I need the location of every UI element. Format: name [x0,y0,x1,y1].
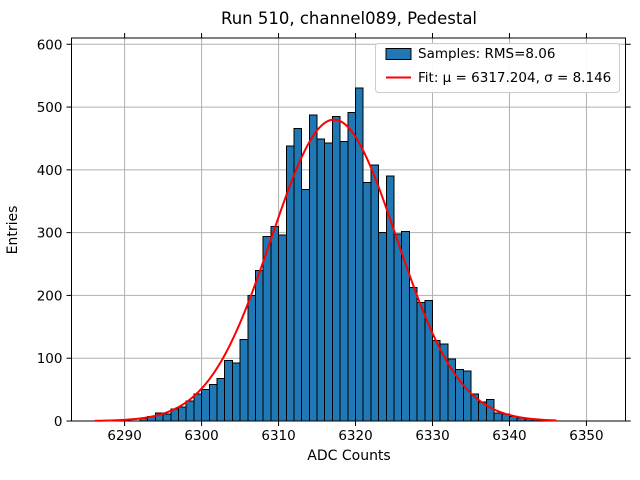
histogram-bar [201,389,210,422]
y-tick-label: 400 [37,163,63,179]
histogram-bar [308,114,318,422]
histogram-bar [216,377,226,422]
histogram-bar [493,412,503,422]
y-tick-label: 500 [37,100,63,116]
histogram-bar [239,338,249,422]
histogram-bar [485,399,495,422]
histogram-bar [262,235,272,422]
histogram-bar [393,233,403,422]
histogram-bar [331,115,341,422]
histogram-bar [462,370,472,422]
histogram-bar [247,294,256,422]
histogram-bar [362,181,372,422]
x-tick-label: 6300 [184,428,218,444]
histogram-bar [431,340,441,422]
histogram-bar [231,362,241,422]
histogram-bar [416,301,426,422]
histogram-bar [339,141,349,422]
histogram-bar [185,400,195,422]
legend-box [375,43,620,93]
histogram-bar [301,188,310,422]
x-tick-label: 6350 [569,428,603,444]
histogram-bar [324,142,333,422]
chart-title: Run 510, channel089, Pedestal [220,9,478,28]
x-axis-label: ADC Counts [307,448,391,464]
y-tick-label: 200 [37,288,63,304]
legend-fit-label: Fit: μ = 6317.204, σ = 8.146 [418,70,612,86]
histogram-bar [347,112,357,422]
histogram-bar [278,234,287,422]
legend-samples-label: Samples: RMS=8.06 [418,46,556,62]
axes-frame [71,37,627,422]
histogram-bar [401,230,410,422]
y-tick-label: 0 [54,414,63,430]
histogram-bar [378,232,387,422]
histogram-bar [208,384,218,422]
x-tick-label: 6320 [338,428,372,444]
histogram-bar [254,269,264,422]
histogram-bar [162,413,172,422]
histogram-bar [270,225,280,422]
legend-samples-swatch [385,48,412,60]
y-tick-label: 100 [37,351,63,367]
y-tick-label: 600 [37,37,63,53]
histogram-bar [408,286,418,422]
x-tick-label: 6310 [261,428,295,444]
y-axis-label: Entries [5,205,21,255]
y-tick-label: 300 [37,226,63,242]
histogram-bar [193,393,203,422]
histogram-bar [177,406,187,422]
x-tick-label: 6340 [492,428,526,444]
histogram-bar [224,360,233,422]
fit-curve [94,118,557,422]
x-tick-label: 6290 [107,428,141,444]
x-tick-label: 6330 [415,428,449,444]
histogram-bar [316,138,326,422]
histogram-bar [370,164,380,422]
